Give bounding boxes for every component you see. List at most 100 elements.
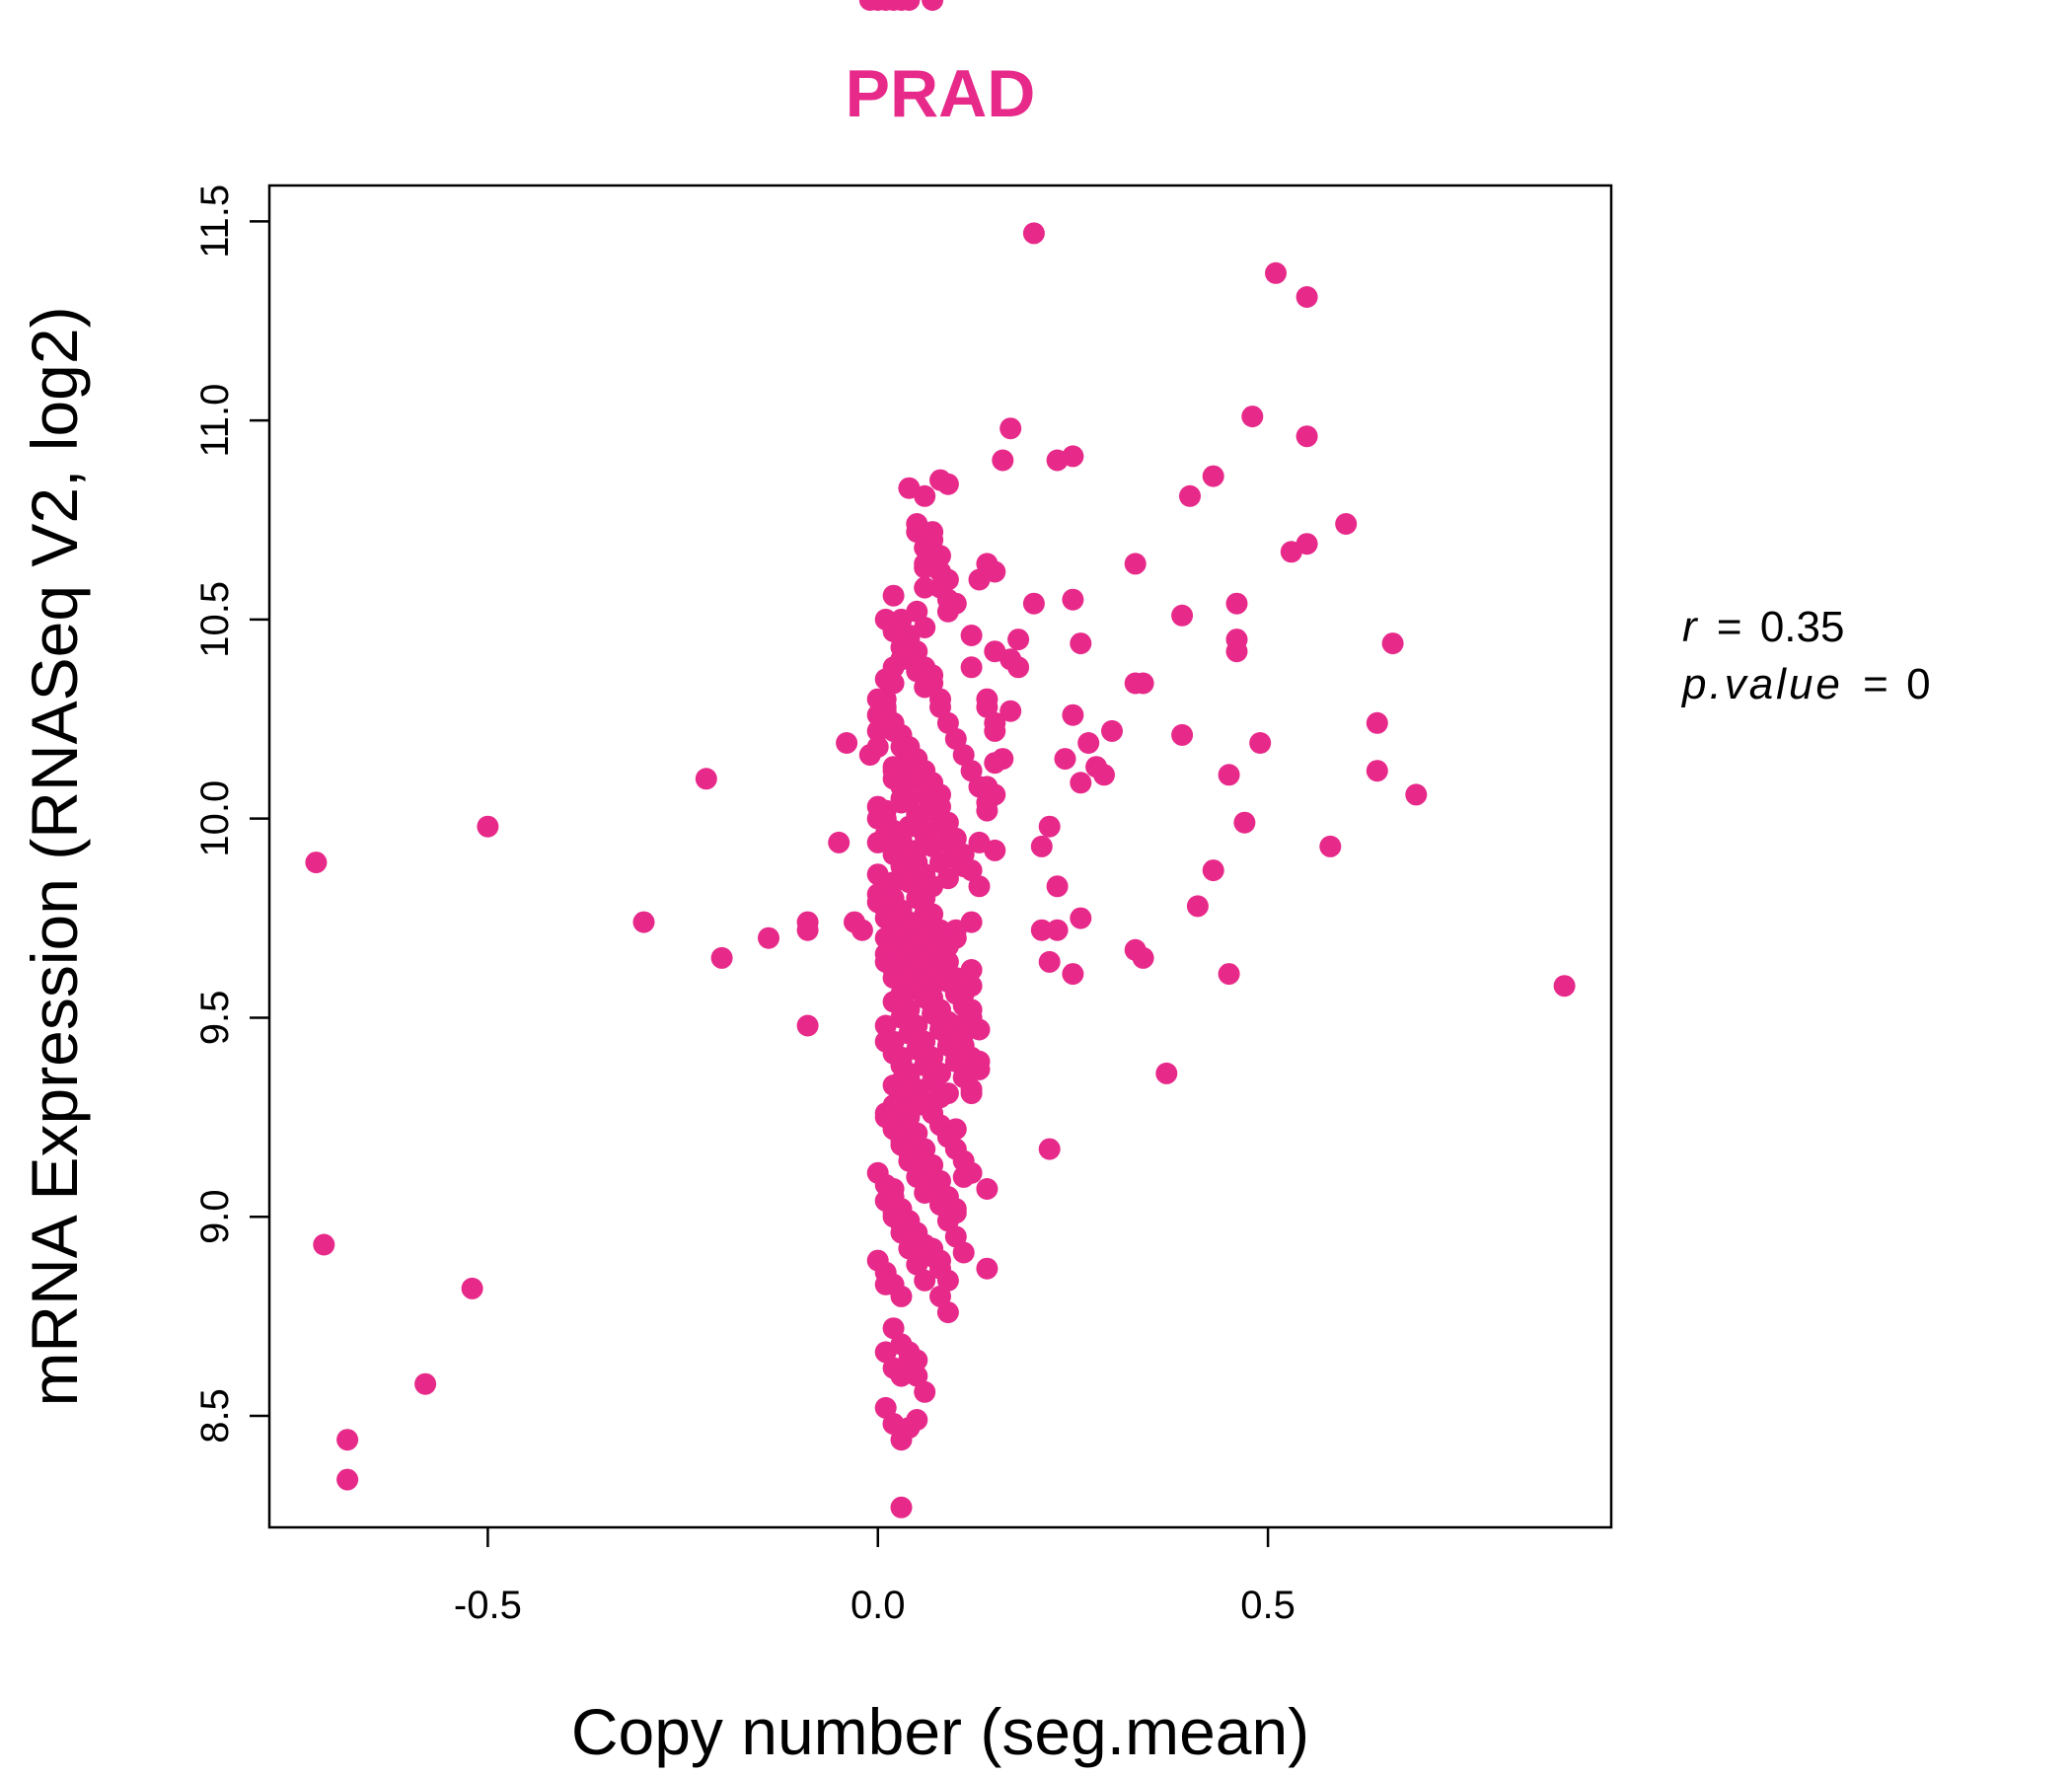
data-point bbox=[960, 656, 983, 679]
data-point bbox=[898, 1357, 921, 1379]
data-point bbox=[1046, 875, 1069, 898]
data-point bbox=[1038, 950, 1061, 973]
data-point bbox=[1295, 286, 1318, 308]
chart-title: PRAD bbox=[846, 56, 1036, 131]
data-point bbox=[796, 1014, 819, 1037]
r-value: 0.35 bbox=[1760, 603, 1845, 651]
data-point bbox=[960, 1058, 983, 1080]
data-point bbox=[968, 875, 991, 898]
data-point bbox=[936, 934, 959, 957]
data-point bbox=[336, 1468, 359, 1491]
data-point bbox=[461, 1277, 483, 1299]
data-point bbox=[1179, 484, 1201, 507]
data-point bbox=[414, 1372, 437, 1395]
data-point bbox=[906, 600, 928, 623]
data-point bbox=[952, 1149, 975, 1172]
data-point bbox=[984, 752, 1006, 775]
data-point bbox=[1007, 656, 1030, 679]
data-point bbox=[890, 1050, 913, 1073]
data-point bbox=[944, 592, 967, 615]
data-point bbox=[874, 1341, 897, 1364]
y-tick-label: 11.5 bbox=[193, 185, 237, 259]
data-point bbox=[999, 700, 1022, 722]
data-point bbox=[695, 768, 717, 790]
x-axis: -0.5 0.0 0.5 bbox=[454, 1527, 1295, 1627]
data-point bbox=[828, 831, 851, 853]
data-point bbox=[1038, 1138, 1061, 1160]
data-point bbox=[851, 919, 873, 941]
data-point bbox=[968, 568, 991, 591]
data-point bbox=[929, 1086, 951, 1109]
data-point bbox=[976, 1257, 999, 1280]
p-value-statistic: p.value = 0 bbox=[1680, 660, 1931, 708]
data-point bbox=[1062, 703, 1084, 726]
data-point bbox=[874, 696, 897, 718]
data-point bbox=[929, 1062, 951, 1084]
data-point bbox=[1070, 907, 1092, 929]
data-point bbox=[882, 959, 905, 981]
data-point bbox=[1022, 592, 1045, 615]
data-point bbox=[1319, 835, 1342, 857]
data-point bbox=[960, 999, 983, 1021]
data-point bbox=[984, 719, 1006, 742]
data-point bbox=[944, 1042, 967, 1065]
x-tick-label: 0.5 bbox=[1240, 1584, 1295, 1627]
data-point bbox=[976, 688, 999, 710]
data-point bbox=[960, 625, 983, 646]
data-point bbox=[1295, 425, 1318, 448]
data-point bbox=[1405, 783, 1428, 806]
data-point bbox=[336, 1429, 359, 1451]
r-equals: = bbox=[1717, 603, 1742, 651]
data-point bbox=[1070, 632, 1092, 655]
data-point bbox=[1046, 919, 1069, 941]
data-point bbox=[922, 664, 944, 687]
data-point bbox=[1381, 632, 1404, 655]
data-point bbox=[1171, 723, 1194, 746]
data-point bbox=[1171, 604, 1194, 627]
data-point bbox=[914, 553, 936, 575]
data-point bbox=[999, 417, 1022, 440]
data-point bbox=[882, 672, 905, 695]
data-point bbox=[1132, 672, 1154, 695]
data-point bbox=[1132, 946, 1154, 969]
data-point bbox=[882, 768, 905, 790]
data-point bbox=[836, 732, 858, 754]
data-point bbox=[968, 831, 991, 853]
data-point bbox=[952, 1165, 975, 1188]
x-tick-label: 0.0 bbox=[851, 1584, 906, 1627]
data-point bbox=[936, 568, 959, 591]
data-point bbox=[1093, 764, 1115, 786]
data-point bbox=[1218, 963, 1240, 986]
data-point bbox=[929, 469, 951, 491]
data-point bbox=[898, 477, 921, 499]
data-point bbox=[874, 1273, 897, 1295]
data-point bbox=[922, 1173, 944, 1196]
data-point bbox=[968, 1018, 991, 1041]
y-tick-label: 8.5 bbox=[193, 1388, 237, 1443]
data-point bbox=[1202, 465, 1224, 487]
y-tick-label: 9.0 bbox=[193, 1189, 237, 1244]
data-point bbox=[922, 521, 944, 544]
data-point bbox=[952, 1241, 975, 1264]
y-axis-label: mRNA Expression (RNASeq V2, log2) bbox=[18, 306, 91, 1406]
data-point bbox=[882, 1178, 905, 1200]
data-point bbox=[1225, 640, 1248, 663]
data-point bbox=[882, 871, 905, 894]
data-point bbox=[984, 640, 1006, 663]
y-axis: 8.5 9.0 9.5 10.0 10.5 11.0 11.5 bbox=[193, 185, 269, 1443]
plot-frame bbox=[267, 184, 1613, 1529]
data-point bbox=[984, 783, 1006, 806]
r-label: r bbox=[1682, 603, 1699, 651]
data-point bbox=[1202, 859, 1224, 882]
data-point bbox=[1366, 760, 1388, 782]
data-point bbox=[960, 1078, 983, 1101]
data-point bbox=[914, 1269, 936, 1292]
data-point bbox=[922, 0, 944, 11]
data-point bbox=[890, 1496, 913, 1518]
data-point bbox=[1233, 811, 1256, 834]
data-point bbox=[305, 851, 328, 874]
p-equals: = bbox=[1863, 660, 1888, 708]
data-point bbox=[944, 1202, 967, 1224]
data-point bbox=[1070, 772, 1092, 794]
p-value: 0 bbox=[1906, 660, 1930, 708]
